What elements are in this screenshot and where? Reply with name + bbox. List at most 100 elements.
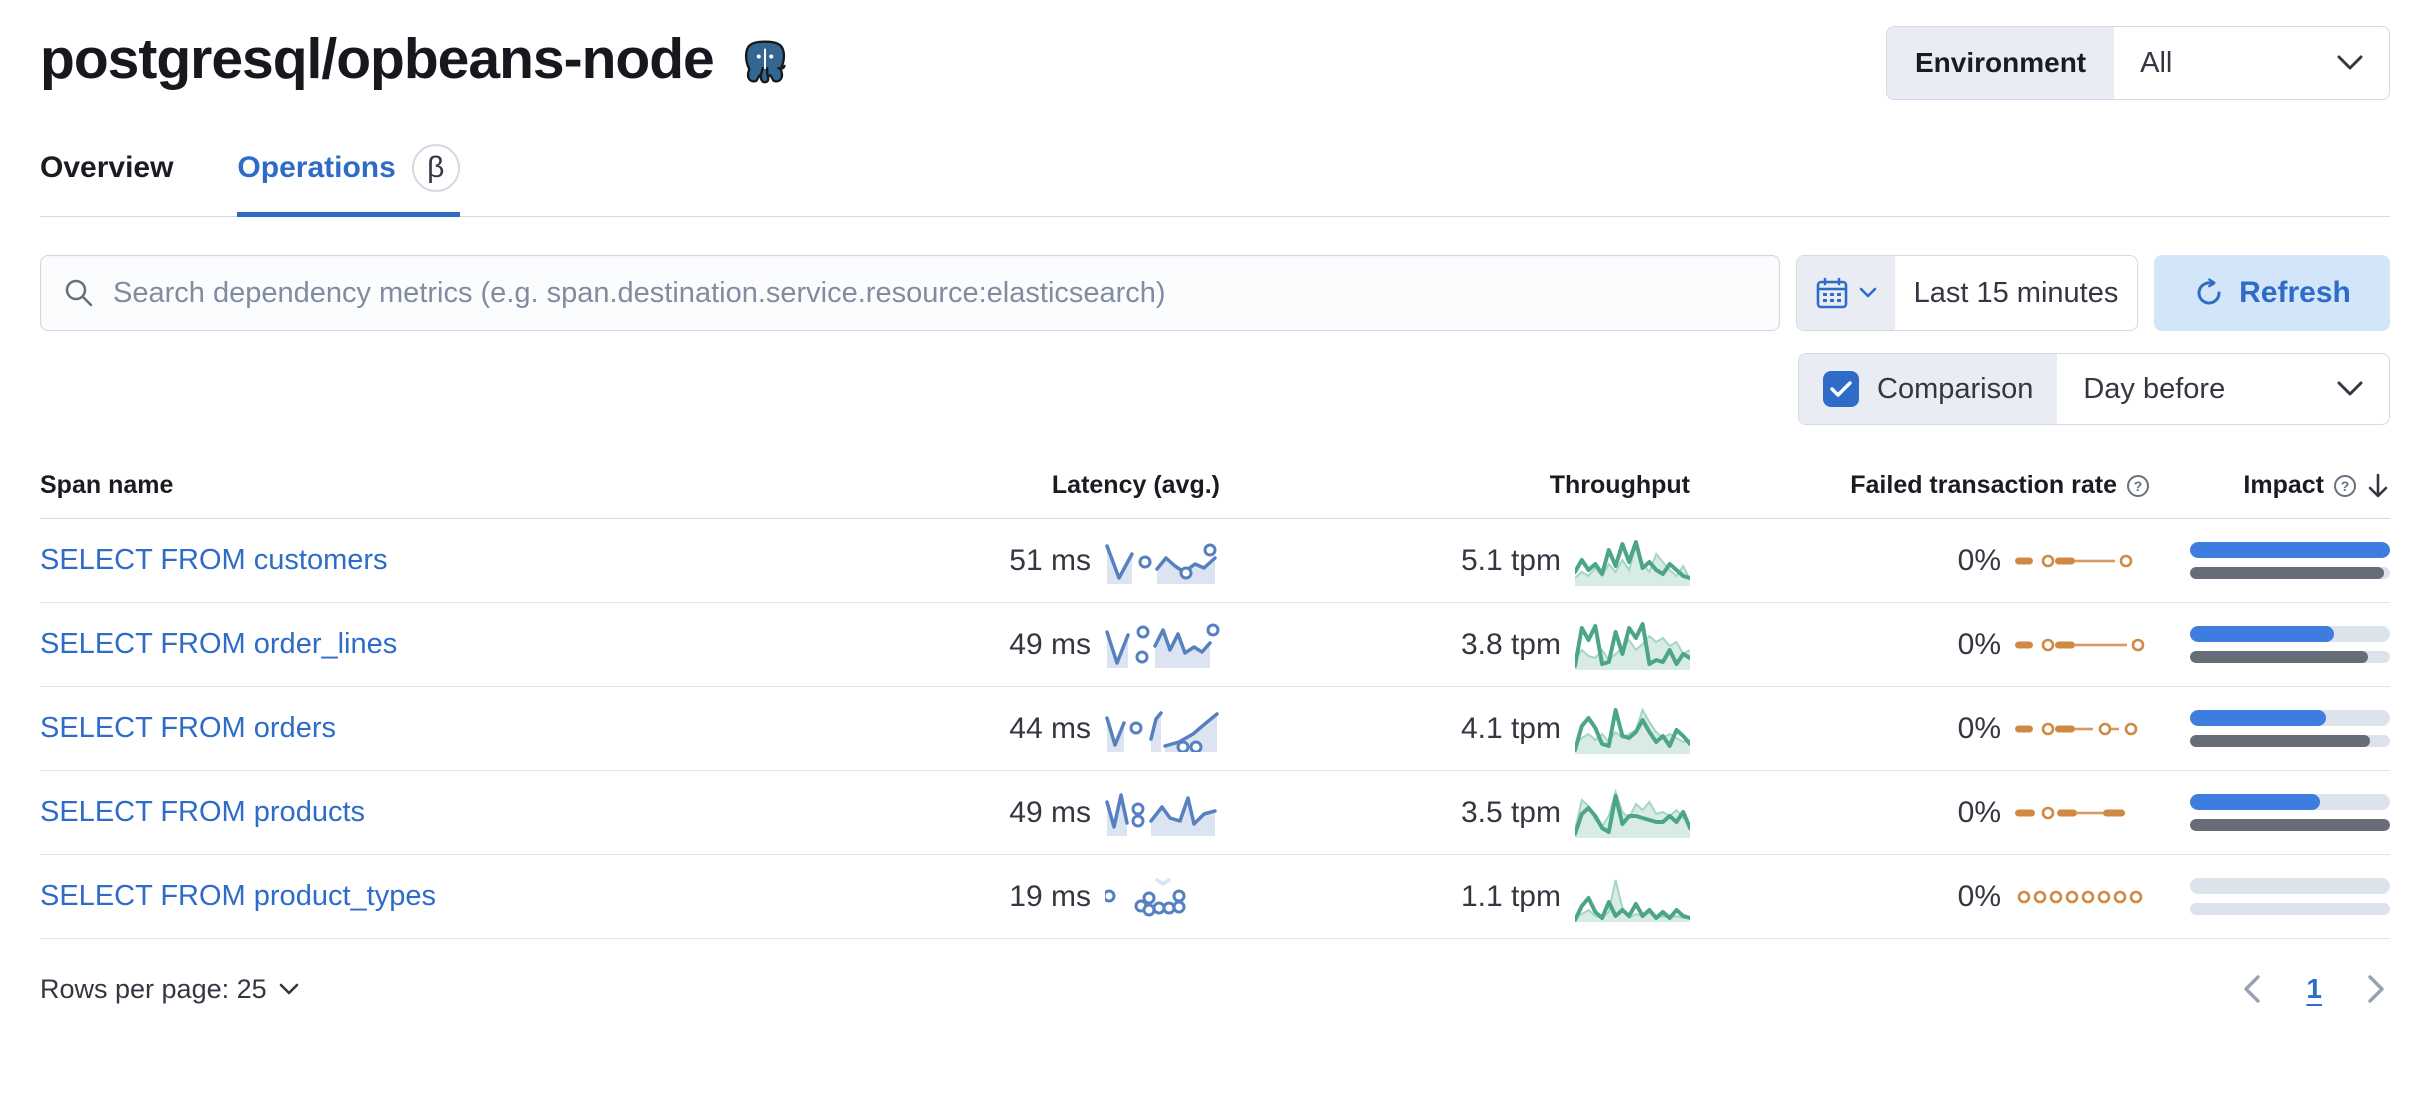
date-picker-toggle[interactable]: [1797, 256, 1895, 330]
refresh-label: Refresh: [2239, 276, 2351, 309]
span-name-link[interactable]: SELECT FROM customers: [40, 544, 388, 576]
latency-sparkline: [1105, 877, 1186, 916]
search-input[interactable]: [113, 276, 1757, 310]
next-page-button[interactable]: [2366, 974, 2386, 1004]
table-row: SELECT FROM orders 44 ms 4.1 tpm 0%: [40, 686, 2390, 771]
latency-value: 49 ms: [1009, 627, 1091, 661]
failed-rate-value: 0%: [1957, 711, 2001, 745]
impact-bar-previous: [2190, 735, 2370, 747]
failed-rate-value: 0%: [1957, 543, 2001, 577]
failed-rate-sparkline: [2015, 554, 2133, 567]
col-throughput[interactable]: Throughput: [1220, 471, 1690, 519]
span-name-link[interactable]: SELECT FROM orders: [40, 712, 336, 744]
rows-per-page-button[interactable]: Rows per page: 25: [40, 974, 299, 1005]
throughput-sparkline: [1575, 621, 1690, 670]
time-range-value[interactable]: Last 15 minutes: [1913, 276, 2119, 309]
chevron-down-icon: [1859, 287, 1877, 298]
impact-bars: [2190, 794, 2390, 831]
apm-dependency-page: postgresql/opbeans-node Environment All: [40, 26, 2390, 1005]
table-row: SELECT FROM product_types 19 ms 1.1 tpm …: [40, 854, 2390, 939]
table-row: SELECT FROM customers 51 ms 5.1 tpm 0%: [40, 518, 2390, 603]
failed-rate-sparkline: [2015, 806, 2125, 819]
throughput-sparkline: [1575, 707, 1690, 754]
impact-bars: [2190, 878, 2390, 915]
impact-bar-previous: [2190, 567, 2384, 579]
chevron-down-icon: [279, 983, 298, 994]
table-body: SELECT FROM customers 51 ms 5.1 tpm 0% S…: [40, 518, 2390, 939]
throughput-value: 4.1 tpm: [1460, 711, 1561, 745]
check-icon: [1830, 381, 1852, 397]
throughput-value: 3.8 tpm: [1460, 627, 1561, 661]
refresh-button[interactable]: Refresh: [2154, 255, 2390, 331]
col-latency[interactable]: Latency (avg.): [800, 471, 1220, 519]
comparison-value: Day before: [2083, 372, 2226, 405]
tab-operations[interactable]: Operations β: [237, 144, 460, 217]
span-name-link[interactable]: SELECT FROM order_lines: [40, 628, 398, 660]
chevron-down-icon: [2337, 381, 2363, 396]
environment-select[interactable]: Environment All: [1886, 26, 2390, 100]
span-name-link[interactable]: SELECT FROM product_types: [40, 880, 436, 912]
impact-bars: [2190, 710, 2390, 747]
col-span-name: Span name: [40, 471, 800, 519]
svg-text:?: ?: [2341, 478, 2350, 494]
impact-bar-previous: [2190, 819, 2390, 831]
question-icon: ?: [2334, 474, 2356, 497]
refresh-icon: [2197, 278, 2221, 305]
operations-table: Span name Latency (avg.) Throughput Fail…: [40, 471, 2390, 939]
tab-overview-label: Overview: [40, 151, 174, 184]
impact-bars: [2190, 626, 2390, 663]
impact-bar-current: [2190, 794, 2320, 810]
failed-rate-sparkline: [2017, 890, 2143, 903]
calendar-icon: [1816, 277, 1848, 309]
col-impact[interactable]: Impact?: [2150, 471, 2390, 519]
failed-rate-value: 0%: [1957, 795, 2001, 829]
latency-value: 19 ms: [1009, 879, 1091, 913]
comparison-label: Comparison: [1877, 372, 2034, 405]
comparison-select[interactable]: Day before: [2057, 354, 2389, 424]
page-title: postgresql/opbeans-node: [40, 27, 715, 91]
comparison-checkbox[interactable]: [1823, 371, 1859, 407]
postgresql-logo-icon: [744, 40, 786, 84]
throughput-value: 5.1 tpm: [1460, 543, 1561, 577]
col-failed-rate[interactable]: Failed transaction rate?: [1690, 471, 2150, 519]
latency-sparkline: [1105, 543, 1217, 584]
impact-bar-current: [2190, 626, 2334, 642]
throughput-sparkline: [1575, 879, 1690, 922]
throughput-sparkline: [1575, 539, 1690, 586]
tab-overview[interactable]: Overview: [40, 144, 173, 217]
sort-desc-icon[interactable]: [2366, 472, 2390, 500]
table-row: SELECT FROM order_lines 49 ms 3.8 tpm 0%: [40, 602, 2390, 687]
filter-bar: Last 15 minutes Refresh: [40, 255, 2390, 331]
chevron-down-icon: [2337, 55, 2363, 70]
search-box: [40, 255, 1780, 331]
pagination: 1: [2242, 973, 2386, 1005]
prev-page-button[interactable]: [2242, 974, 2262, 1004]
impact-bars: [2190, 542, 2390, 579]
failed-rate-value: 0%: [1957, 879, 2001, 913]
date-picker[interactable]: Last 15 minutes: [1796, 255, 2138, 331]
beta-badge: β: [411, 144, 460, 192]
comparison-control: Comparison Day before: [1798, 353, 2390, 425]
latency-sparkline: [1105, 792, 1217, 836]
impact-bar-previous: [2190, 651, 2368, 663]
table-row: SELECT FROM products 49 ms 3.5 tpm 0%: [40, 770, 2390, 855]
throughput-sparkline: [1575, 788, 1690, 838]
environment-label: Environment: [1887, 27, 2115, 99]
search-icon: [65, 279, 93, 307]
table-header-row: Span name Latency (avg.) Throughput Fail…: [40, 471, 2390, 519]
impact-bar-current: [2190, 710, 2326, 726]
throughput-value: 3.5 tpm: [1460, 795, 1561, 829]
table-footer: Rows per page: 25 1: [40, 973, 2390, 1005]
svg-text:?: ?: [2134, 478, 2143, 494]
impact-bar-current: [2190, 542, 2390, 558]
failed-rate-sparkline: [2015, 638, 2145, 651]
latency-value: 51 ms: [1009, 543, 1091, 577]
page-header: postgresql/opbeans-node Environment All: [40, 26, 2390, 100]
failed-rate-sparkline: [2015, 722, 2138, 735]
question-icon: ?: [2127, 474, 2149, 497]
latency-value: 49 ms: [1009, 795, 1091, 829]
tab-operations-label: Operations: [237, 151, 396, 184]
page-number[interactable]: 1: [2306, 973, 2322, 1004]
throughput-value: 1.1 tpm: [1460, 879, 1561, 913]
span-name-link[interactable]: SELECT FROM products: [40, 796, 366, 828]
